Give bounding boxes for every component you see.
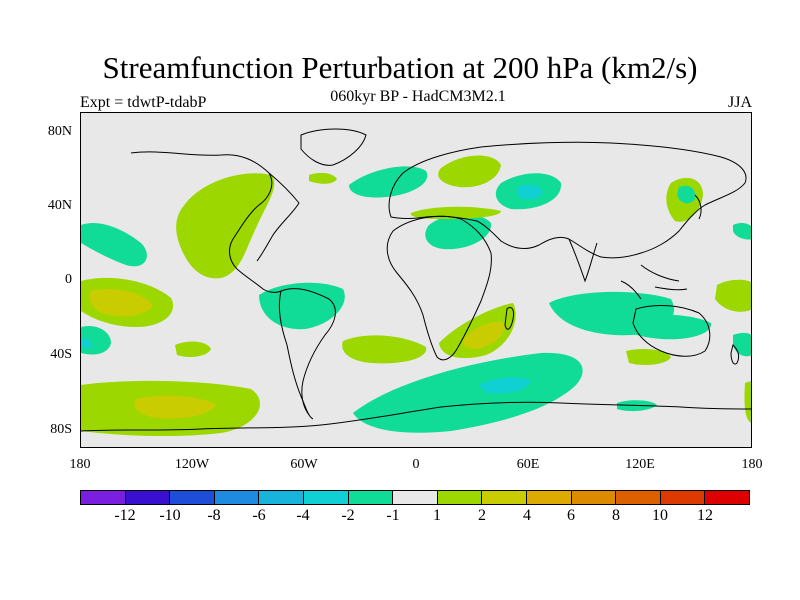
contour-neg-mid-southern-ocean	[479, 377, 531, 394]
coastline-new-zealand	[730, 344, 740, 365]
coastline-north-america	[130, 151, 282, 293]
x-tick-label: 120E	[625, 457, 655, 472]
contour-positive-north-atlantic	[309, 172, 337, 184]
colorbar-label: -1	[386, 507, 400, 524]
coastline-antarctica	[81, 401, 751, 432]
coastline-australia	[632, 305, 711, 357]
contour-positive-antarctic-east	[744, 381, 751, 423]
contour-negative-australia	[620, 314, 712, 340]
colorbar-label: -8	[207, 507, 221, 524]
colorbar-label: 4	[523, 507, 531, 524]
colorbar-label: -2	[341, 507, 355, 524]
map-panel	[80, 112, 752, 448]
colorbar-box	[170, 491, 215, 504]
coastline-madagascar	[504, 306, 514, 330]
contour-positive-south-indian	[626, 349, 671, 365]
coastline-south-america-west	[278, 290, 314, 420]
contour-negative-southern-ocean	[353, 352, 583, 433]
coastline-southeast-asia-islands	[620, 264, 688, 300]
contour-neg-mid-east-asia	[677, 185, 696, 204]
colorbar-label: -4	[296, 507, 310, 524]
colorbar-box	[571, 491, 617, 504]
contour-negative-middle-east	[425, 214, 492, 250]
plot-title: Streamfunction Perturbation at 200 hPa (…	[102, 50, 698, 85]
contour-neg-mid-central-asia	[517, 185, 543, 200]
contour-positive-siberia	[438, 155, 501, 188]
streamfunction-map	[81, 113, 751, 447]
colorbar-box	[81, 491, 126, 504]
colorbar-box	[393, 491, 438, 504]
x-tick-label: 180	[741, 457, 763, 472]
coastline-india	[568, 238, 598, 283]
contour-negative-europe	[349, 166, 428, 198]
colorbar-label: 8	[612, 507, 620, 524]
y-tick-label: 80S	[50, 422, 72, 437]
contour-fills	[81, 155, 751, 437]
colorbar-label: 6	[567, 507, 575, 524]
contour-positive-east-australia	[715, 279, 751, 312]
contour-negative-west-pacific	[733, 223, 751, 240]
x-tick-label: 60W	[290, 457, 318, 472]
colorbar-box	[526, 491, 572, 504]
colorbar	[80, 490, 750, 505]
coastline-south-america	[280, 288, 336, 416]
colorbar-box	[214, 491, 260, 504]
coastline-africa	[386, 215, 492, 361]
coastlines	[81, 128, 751, 432]
x-tick-label: 120W	[174, 457, 210, 472]
colorbar-box	[259, 491, 304, 504]
colorbar-box	[437, 491, 483, 504]
contour-neg-mid-southwest-pacific	[81, 338, 92, 348]
contour-negative-northeast-pacific	[81, 223, 147, 267]
colorbar-label: 12	[697, 507, 713, 524]
colorbar-box	[482, 491, 527, 504]
colorbar-label: 2	[478, 507, 486, 524]
x-tick-label: 0	[412, 457, 420, 472]
season-label: JJA	[727, 94, 752, 111]
colorbar-box	[660, 491, 706, 504]
y-tick-label: 80N	[47, 124, 72, 139]
x-tick-label: 180	[69, 457, 91, 472]
colorbar-label: -10	[159, 507, 181, 524]
experiment-label: Expt = tdwtP-tdabP	[80, 94, 207, 111]
colorbar-label: 1	[433, 507, 441, 524]
coastline-north-america-east	[256, 172, 300, 262]
colorbar-box	[616, 491, 661, 504]
x-tick-label: 60E	[516, 457, 540, 472]
y-tick-label: 40N	[47, 198, 72, 213]
colorbar-box	[125, 491, 171, 504]
coastline-greenland	[300, 128, 367, 166]
contour-positive-south-atlantic	[342, 335, 427, 364]
coastline-eurasia	[388, 141, 747, 259]
y-tick-label: 40S	[50, 347, 72, 362]
colorbar-box	[705, 491, 749, 504]
coastline-japan	[694, 194, 702, 220]
contour-positive-mid-antarctic-pacific	[134, 395, 216, 419]
plot-subtitle: 060kyr BP - HadCM3M2.1	[330, 88, 506, 105]
contour-positive-south-pacific-small	[175, 341, 211, 357]
contour-positive-mid-south-africa	[462, 321, 505, 349]
y-tick-label: 0	[65, 272, 72, 287]
contour-positive-north-america	[176, 173, 275, 279]
colorbar-label: -12	[114, 507, 136, 524]
colorbar-label: -6	[252, 507, 266, 524]
contour-positive-mid-east-pacific	[89, 288, 153, 317]
colorbar-box	[303, 491, 349, 504]
colorbar-label: 10	[652, 507, 668, 524]
colorbar-box	[348, 491, 394, 504]
